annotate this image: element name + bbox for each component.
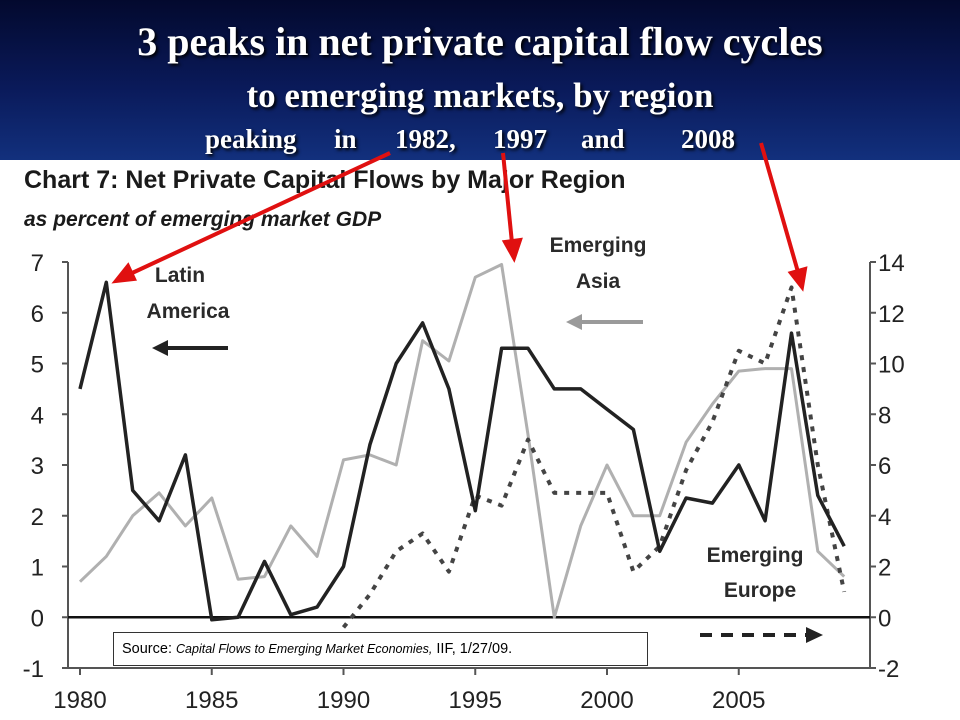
source-note: Source: Capital Flows to Emerging Market… <box>113 632 648 666</box>
emerging-asia-label-line1: Emerging <box>550 234 647 257</box>
subtitle-peak-1982: 1982, <box>395 124 456 154</box>
left-tick-label: 7 <box>31 250 44 277</box>
slide-title: 3 peaks in net private capital flow cycl… <box>137 19 823 64</box>
right-tick-label: -2 <box>878 656 899 683</box>
right-tick-label: 4 <box>878 504 891 531</box>
emerging-europe-line <box>341 285 847 629</box>
emerging-asia-label-line2: Asia <box>576 270 621 293</box>
title-banner: 3 peaks in net private capital flow cycl… <box>0 0 960 160</box>
emerging-europe-label-line2: Europe <box>724 579 796 602</box>
right-tick-label: 10 <box>878 352 905 379</box>
left-tick-label: -1 <box>23 656 44 683</box>
right-tick-label: 6 <box>878 453 891 480</box>
peak-2008-arrow <box>759 142 808 292</box>
x-tick-label: 1990 <box>317 687 370 714</box>
subtitle-peak-1997: 1997 <box>493 124 547 154</box>
left-tick-label: 0 <box>31 605 44 632</box>
subtitle-in: in <box>334 124 357 154</box>
right-tick-label: 8 <box>878 402 891 429</box>
subtitle-and: and <box>581 124 625 154</box>
subtitle-peak-2008: 2008 <box>681 124 735 154</box>
right-tick-label: 12 <box>878 301 905 328</box>
x-tick-label: 1980 <box>53 687 106 714</box>
left-tick-label: 2 <box>31 504 44 531</box>
left-tick-label: 6 <box>31 301 44 328</box>
source-title: Capital Flows to Emerging Market Economi… <box>176 642 433 656</box>
x-tick-label: 2005 <box>712 687 765 714</box>
emerging-asia-arrow <box>566 314 643 330</box>
emerging-asia-line <box>78 263 846 619</box>
chart-subtitle: as percent of emerging market GDP <box>24 208 382 231</box>
source-label: Source: <box>122 641 172 657</box>
left-tick-label: 5 <box>31 352 44 379</box>
left-tick-label: 4 <box>31 402 44 429</box>
source-rest: IIF, 1/27/09. <box>436 641 513 657</box>
emerging-europe-arrow <box>700 627 823 643</box>
x-tick-label: 1985 <box>185 687 238 714</box>
latin-america-label-line2: America <box>147 300 230 323</box>
slide-title-line2: to emerging markets, by region <box>246 76 714 115</box>
x-tick-label: 1995 <box>449 687 502 714</box>
peak-1997-arrow <box>501 152 523 263</box>
peak-1982-arrow <box>111 151 391 284</box>
latin-america-label-line1: Latin <box>155 264 205 287</box>
emerging-europe-label-line1: Emerging <box>707 544 804 567</box>
left-tick-label: 3 <box>31 453 44 480</box>
latin-america-arrow <box>152 340 228 356</box>
right-tick-label: 14 <box>878 250 905 277</box>
subtitle-prefix: peaking <box>205 124 297 154</box>
latin-america-line <box>78 280 846 622</box>
right-tick-label: 2 <box>878 555 891 582</box>
left-tick-label: 1 <box>31 555 44 582</box>
chart-title: Chart 7: Net Private Capital Flows by Ma… <box>24 166 626 194</box>
x-tick-label: 2000 <box>580 687 633 714</box>
right-tick-label: 0 <box>878 605 891 632</box>
